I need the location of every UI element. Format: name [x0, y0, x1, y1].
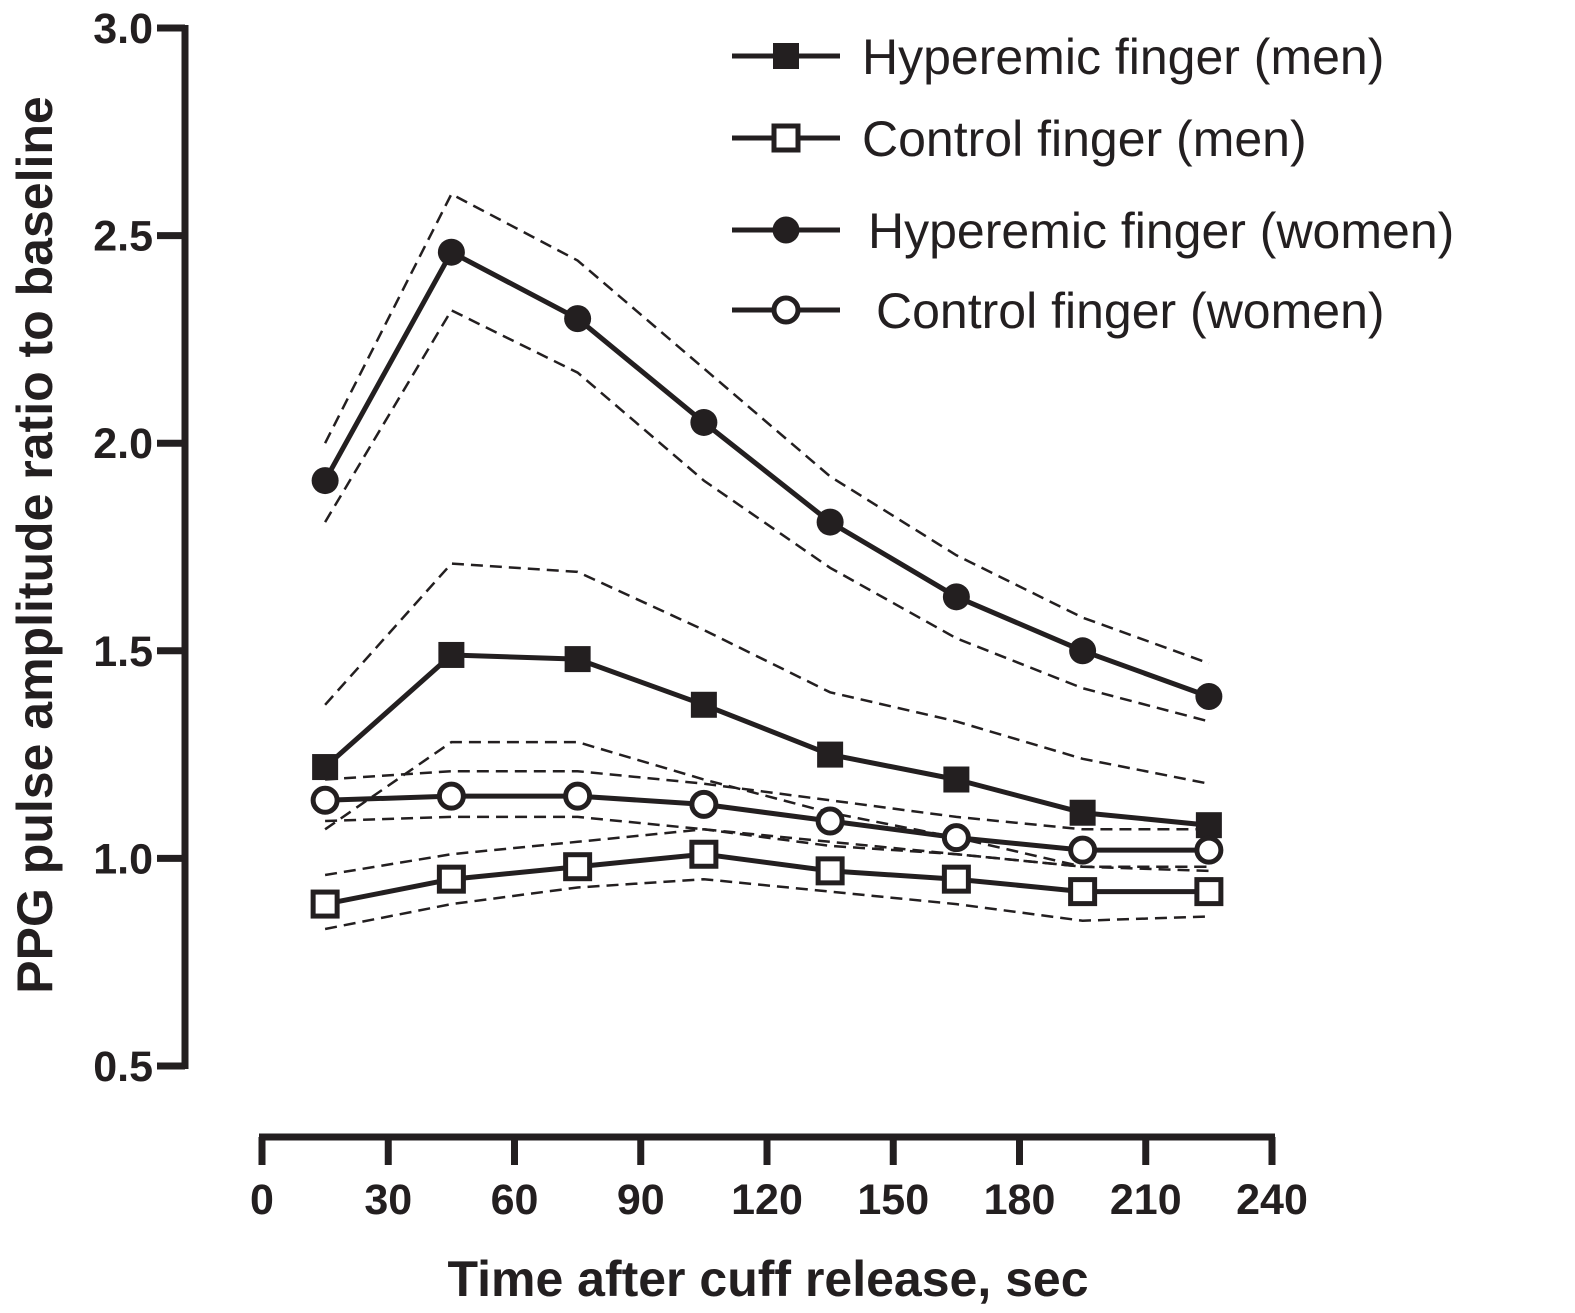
series-line-0 — [323, 652, 1210, 828]
x-tick-label: 30 — [364, 1176, 412, 1224]
data-point-series-1 — [1068, 877, 1098, 907]
ci-upper-line-series-3 — [325, 769, 1209, 831]
legend: Hyperemic finger (men) Control finger (me… — [732, 29, 1454, 339]
legend-label: Hyperemic finger (men) — [862, 29, 1384, 85]
y-tick-label: 1.5 — [93, 628, 153, 676]
y-tick-label: 2.0 — [93, 420, 153, 468]
data-point-series-1 — [689, 839, 719, 869]
data-point-series-3 — [310, 785, 340, 815]
series-line-2 — [322, 249, 1210, 699]
data-point-series-3 — [1068, 835, 1098, 865]
data-point-series-0 — [943, 766, 970, 793]
data-point-series-3 — [563, 781, 593, 811]
data-point-series-1 — [563, 852, 593, 882]
data-point-series-0 — [312, 754, 339, 781]
x-axis-title: Time after cuff release, sec — [447, 1251, 1088, 1307]
legend-marker — [771, 295, 801, 325]
data-point-series-2 — [816, 508, 844, 536]
legend-label: Control finger (women) — [876, 283, 1385, 339]
legend-marker — [773, 43, 799, 69]
data-point-series-1 — [310, 889, 340, 919]
data-point-series-2 — [564, 305, 592, 333]
data-point-series-3 — [689, 789, 719, 819]
axes-layer: 0.5 1.0 1.5 2.0 2.5 3.0 0 30 60 90 120 150 180 210 240 — [93, 5, 1308, 1224]
confidence-band-layer — [323, 192, 1210, 931]
data-point-series-1 — [815, 856, 845, 886]
ci-lower-line-series-0 — [324, 740, 1209, 868]
data-point-series-1 — [941, 864, 971, 894]
ci-lower-line-series-3 — [325, 815, 1209, 873]
y-tick-label: 0.5 — [93, 1043, 153, 1091]
data-point-series-2 — [1195, 682, 1223, 710]
data-point-series-2 — [942, 583, 970, 611]
data-point-series-0 — [1069, 799, 1096, 826]
y-axis-title: PPG pulse amplitude ratio to baseline — [7, 96, 63, 993]
ci-upper-line-series-0 — [324, 562, 1210, 785]
x-tick-label: 150 — [857, 1176, 929, 1224]
data-point-series-3 — [1194, 835, 1224, 865]
y-tick-label: 3.0 — [93, 5, 153, 53]
data-point-series-2 — [690, 408, 718, 436]
x-tick-label: 60 — [491, 1176, 539, 1224]
data-point-series-0 — [1195, 812, 1222, 839]
data-point-series-0 — [817, 741, 844, 768]
data-point-series-1 — [1194, 877, 1224, 907]
series-line-3 — [325, 793, 1209, 853]
data-point-series-3 — [815, 806, 845, 836]
y-tick-label: 1.0 — [93, 835, 153, 883]
ci-lower-line-series-1 — [324, 877, 1209, 931]
legend-label: Hyperemic finger (women) — [868, 203, 1454, 259]
data-point-series-2 — [311, 467, 339, 495]
x-tick-label: 0 — [250, 1176, 274, 1224]
data-point-series-1 — [436, 864, 466, 894]
ci-lower-line-series-2 — [324, 308, 1210, 723]
x-tick-label: 180 — [984, 1176, 1056, 1224]
ci-upper-line-series-1 — [324, 828, 1209, 877]
series-layer — [310, 238, 1224, 919]
data-point-series-2 — [437, 238, 465, 266]
x-tick-label: 240 — [1236, 1176, 1308, 1224]
legend-marker — [771, 123, 801, 153]
x-tick-label: 210 — [1110, 1176, 1182, 1224]
x-tick-label: 90 — [617, 1176, 665, 1224]
data-point-series-0 — [564, 646, 591, 673]
x-tick-label: 120 — [731, 1176, 803, 1224]
data-point-series-2 — [1069, 637, 1097, 665]
data-point-series-0 — [690, 691, 717, 718]
ci-upper-line-series-2 — [323, 192, 1210, 665]
data-point-series-3 — [941, 823, 971, 853]
legend-marker — [772, 216, 800, 244]
series-line-1 — [324, 851, 1209, 907]
data-point-series-3 — [436, 781, 466, 811]
legend-label: Control finger (men) — [862, 111, 1307, 167]
data-point-series-0 — [438, 641, 465, 668]
y-tick-label: 2.5 — [93, 213, 153, 261]
